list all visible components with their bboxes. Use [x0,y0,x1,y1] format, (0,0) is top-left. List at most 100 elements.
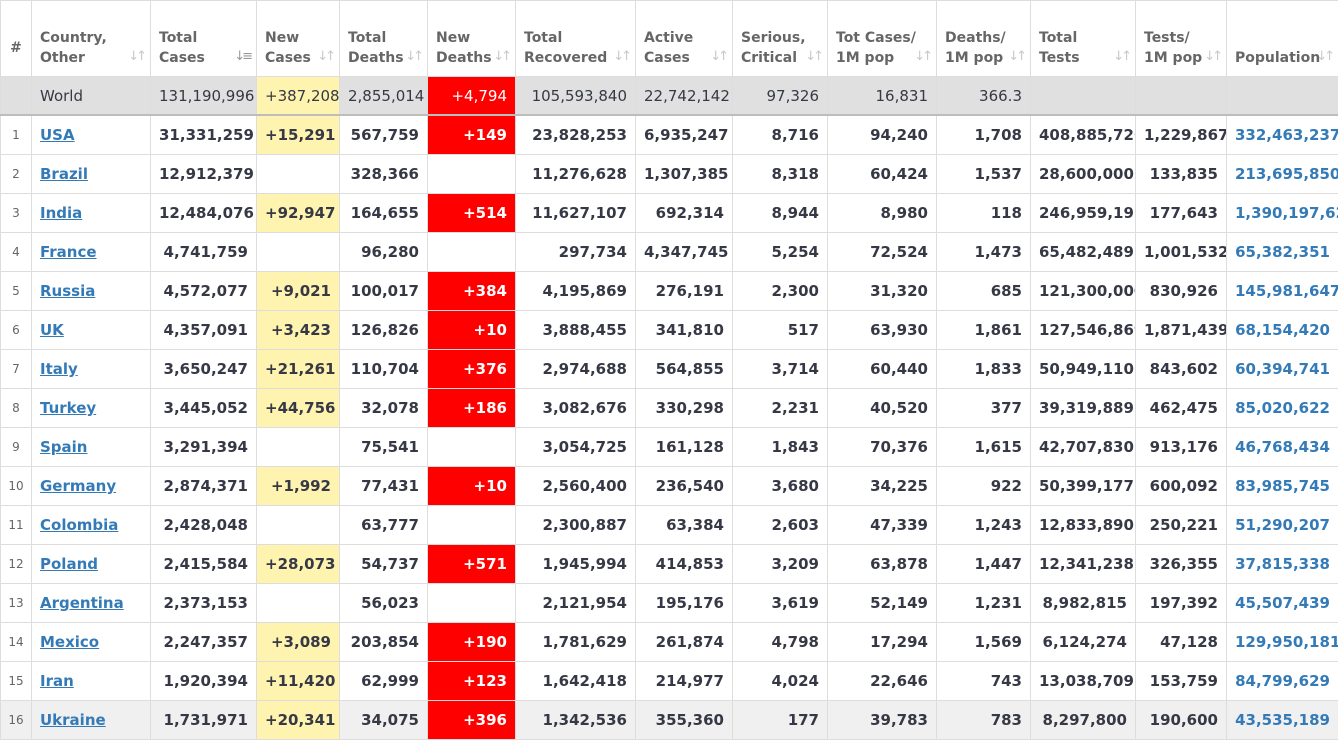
serious-critical-cell: 4,024 [733,662,828,701]
total-tests-cell: 39,319,889 [1031,389,1136,428]
total-recovered-cell: 3,888,455 [516,311,636,350]
total-cases-cell: 1,731,971 [151,701,257,740]
country-link[interactable]: Mexico [40,633,99,651]
sort-both-icon[interactable]: ↓↑ [128,47,144,67]
cases-per-1m-cell: 16,831 [828,77,937,116]
total-deaths-cell: 54,737 [340,545,428,584]
country-cell[interactable]: Germany [32,467,151,506]
country-cell[interactable]: Brazil [32,155,151,194]
rank-cell: 7 [1,350,32,389]
total-recovered-cell: 23,828,253 [516,115,636,155]
sort-both-icon[interactable]: ↓↑ [710,47,726,67]
country-cell[interactable]: Iran [32,662,151,701]
rank-cell: 10 [1,467,32,506]
total-cases-cell: 12,912,379 [151,155,257,194]
country-link[interactable]: USA [40,126,75,144]
country-link[interactable]: Iran [40,672,74,690]
sort-both-icon[interactable]: ↓↑ [1113,47,1129,67]
total-deaths-cell: 77,431 [340,467,428,506]
new-deaths-cell [428,584,516,623]
sort-both-icon[interactable]: ↓↑ [1204,47,1220,67]
country-cell[interactable]: Mexico [32,623,151,662]
country-link[interactable]: Spain [40,438,87,456]
serious-critical-cell: 4,798 [733,623,828,662]
country-cell[interactable]: Italy [32,350,151,389]
country-cell[interactable]: Spain [32,428,151,467]
sort-both-icon[interactable]: ↓↑ [805,47,821,67]
country-link[interactable]: Turkey [40,399,96,417]
country-cell[interactable]: Poland [32,545,151,584]
sort-both-icon[interactable]: ↓↑ [317,47,333,67]
active-cases-cell: 692,314 [636,194,733,233]
population-header[interactable]: Population↓↑ [1227,1,1338,77]
new-cases-cell: +387,208 [257,77,340,116]
header-label-line1: Total [524,30,562,46]
country-cell[interactable]: France [32,233,151,272]
sort-both-icon[interactable]: ↓↑ [613,47,629,67]
deaths-per-1m-header[interactable]: Deaths/1M pop↓↑ [937,1,1031,77]
country-link[interactable]: Colombia [40,516,118,534]
country-link[interactable]: Ukraine [40,711,106,729]
tests-per-1m-cell: 1,001,532 [1136,233,1227,272]
sort-both-icon[interactable]: ↓↑ [1008,47,1024,67]
country-link[interactable]: Brazil [40,165,88,183]
deaths-per-1m-cell: 1,861 [937,311,1031,350]
total-recovered-cell: 2,560,400 [516,467,636,506]
population-cell: 43,535,189 [1227,701,1338,740]
country-cell[interactable]: Colombia [32,506,151,545]
country-cell[interactable]: USA [32,115,151,155]
country-cell[interactable]: UK [32,311,151,350]
sort-desc-icon[interactable]: ↓≡ [234,47,250,67]
new-cases-cell: +1,992 [257,467,340,506]
country-link[interactable]: Germany [40,477,116,495]
sort-both-icon[interactable]: ↓↑ [914,47,930,67]
country-cell[interactable]: Ukraine [32,701,151,740]
country-link[interactable]: India [40,204,82,222]
header-label: Deaths/1M pop [945,28,1006,68]
country-link[interactable]: Argentina [40,594,124,612]
total-cases-cell: 4,741,759 [151,233,257,272]
country-link[interactable]: Italy [40,360,78,378]
country-cell[interactable]: Turkey [32,389,151,428]
total-cases-cell: 2,373,153 [151,584,257,623]
total-cases-cell: 2,428,048 [151,506,257,545]
cases-per-1m-header[interactable]: Tot Cases/1M pop↓↑ [828,1,937,77]
total-deaths-cell: 126,826 [340,311,428,350]
total-recovered-cell: 3,082,676 [516,389,636,428]
serious-critical-cell: 3,209 [733,545,828,584]
population-cell: 60,394,741 [1227,350,1338,389]
tests-per-1m-cell: 600,092 [1136,467,1227,506]
serious-critical-header[interactable]: Serious,Critical↓↑ [733,1,828,77]
country-header[interactable]: Country,Other↓↑ [32,1,151,77]
country-cell[interactable]: India [32,194,151,233]
population-cell: 68,154,420 [1227,311,1338,350]
total-cases-cell: 2,415,584 [151,545,257,584]
country-link[interactable]: UK [40,321,64,339]
header-label: Tot Cases/1M pop [836,28,916,68]
country-link[interactable]: Poland [40,555,98,573]
sort-both-icon[interactable]: ↓↑ [1316,47,1332,67]
sort-both-icon[interactable]: ↓↑ [405,47,421,67]
country-cell[interactable]: Argentina [32,584,151,623]
total-cases-cell: 3,445,052 [151,389,257,428]
serious-critical-cell: 5,254 [733,233,828,272]
tests-per-1m-header[interactable]: Tests/1M pop↓↑ [1136,1,1227,77]
country-cell[interactable]: Russia [32,272,151,311]
total-recovered-cell: 11,627,107 [516,194,636,233]
serious-critical-cell: 8,318 [733,155,828,194]
header-label-line2: Tests [1039,50,1080,66]
country-link[interactable]: Russia [40,282,95,300]
sort-both-icon[interactable]: ↓↑ [493,47,509,67]
cases-per-1m-cell: 40,520 [828,389,937,428]
country-link[interactable]: France [40,243,97,261]
